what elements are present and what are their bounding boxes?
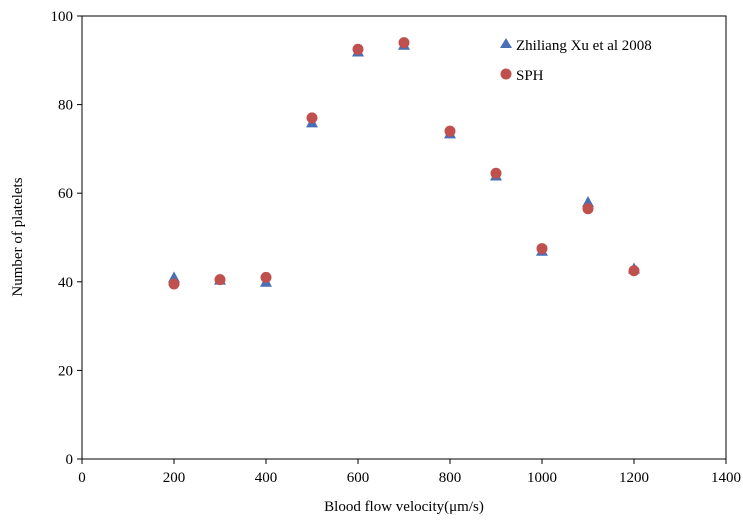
data-point-sph [260, 271, 272, 283]
legend: Zhiliang Xu et al 2008 SPH [500, 38, 652, 84]
legend-circle-marker [500, 68, 512, 80]
legend-triangle-marker [500, 38, 512, 48]
data-point-sph [536, 243, 548, 255]
data-point-sph [628, 265, 640, 277]
y-tick-label: 40 [58, 275, 73, 291]
data-point-sph [490, 167, 502, 179]
x-tick-label: 1400 [711, 470, 741, 486]
x-tick-label: 200 [163, 470, 186, 486]
y-axis-label: Number of platelets [10, 177, 26, 296]
y-tick-label: 60 [58, 186, 73, 202]
data-point-sph [352, 43, 364, 55]
data-point-sph [398, 37, 410, 49]
data-point-sph [168, 278, 180, 290]
x-tick-label: 0 [78, 470, 86, 486]
legend-label-sph: SPH [516, 68, 544, 84]
y-axis-ticks: 0 20 40 60 80 100 [51, 9, 82, 468]
data-point-sph [214, 274, 226, 286]
x-tick-label: 1200 [619, 470, 649, 486]
x-axis-ticks: 0 200 400 600 800 1000 1200 1400 [78, 459, 741, 486]
data-points [168, 37, 640, 290]
legend-label-xu: Zhiliang Xu et al 2008 [516, 38, 652, 54]
x-tick-label: 800 [439, 470, 462, 486]
y-tick-label: 20 [58, 363, 73, 379]
data-point-sph [582, 203, 594, 215]
x-tick-label: 600 [347, 470, 370, 486]
y-tick-label: 80 [58, 98, 73, 114]
x-tick-label: 1000 [527, 470, 557, 486]
x-tick-label: 400 [255, 470, 278, 486]
y-tick-label: 100 [51, 9, 74, 25]
plot-area [81, 15, 727, 460]
data-point-sph [444, 125, 456, 137]
data-point-sph [306, 112, 318, 124]
y-tick-label: 0 [66, 452, 74, 468]
x-axis-label: Blood flow velocity(μm/s) [324, 499, 484, 515]
